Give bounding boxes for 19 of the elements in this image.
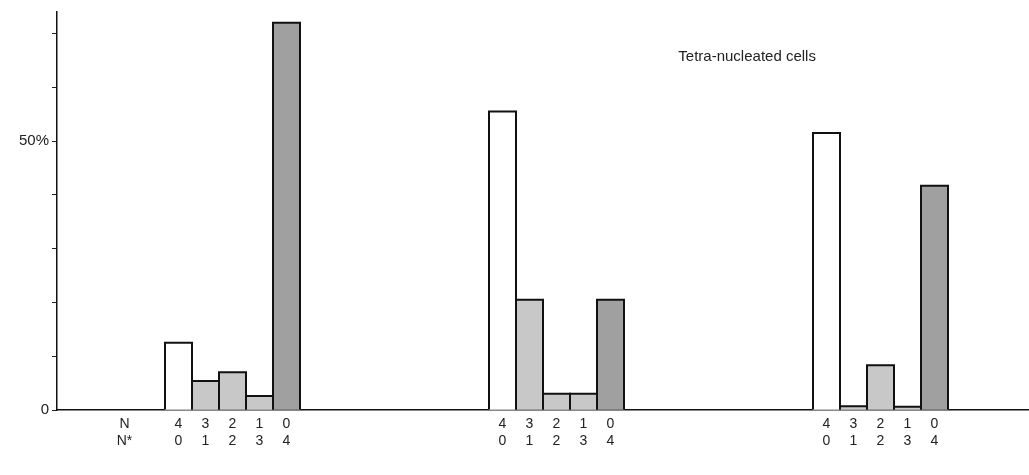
x-tick-label: 1 3 [903, 415, 912, 449]
x-tick-label: 1 3 [579, 415, 588, 449]
y-tick-label: 0 [40, 400, 49, 418]
x-tick-label: N N* [116, 415, 133, 449]
y-tick-label: 50% [18, 131, 49, 149]
x-tick-label: 4 0 [498, 415, 507, 449]
x-tick-label: 2 2 [228, 415, 237, 449]
x-tick-label: 0 4 [282, 415, 291, 449]
x-tick-label: 0 4 [606, 415, 615, 449]
x-tick-label: 0 4 [930, 415, 939, 449]
x-tick-label: 3 1 [849, 415, 858, 449]
x-tick-label: 2 2 [876, 415, 885, 449]
text: Tetra-nucleated cells [678, 47, 816, 65]
x-tick-label: 2 2 [552, 415, 561, 449]
x-tick-label: 3 1 [525, 415, 534, 449]
x-tick-label: 3 1 [201, 415, 210, 449]
x-tick-label: 4 0 [174, 415, 183, 449]
x-tick-label: 4 0 [822, 415, 831, 449]
x-tick-label: 1 3 [255, 415, 264, 449]
